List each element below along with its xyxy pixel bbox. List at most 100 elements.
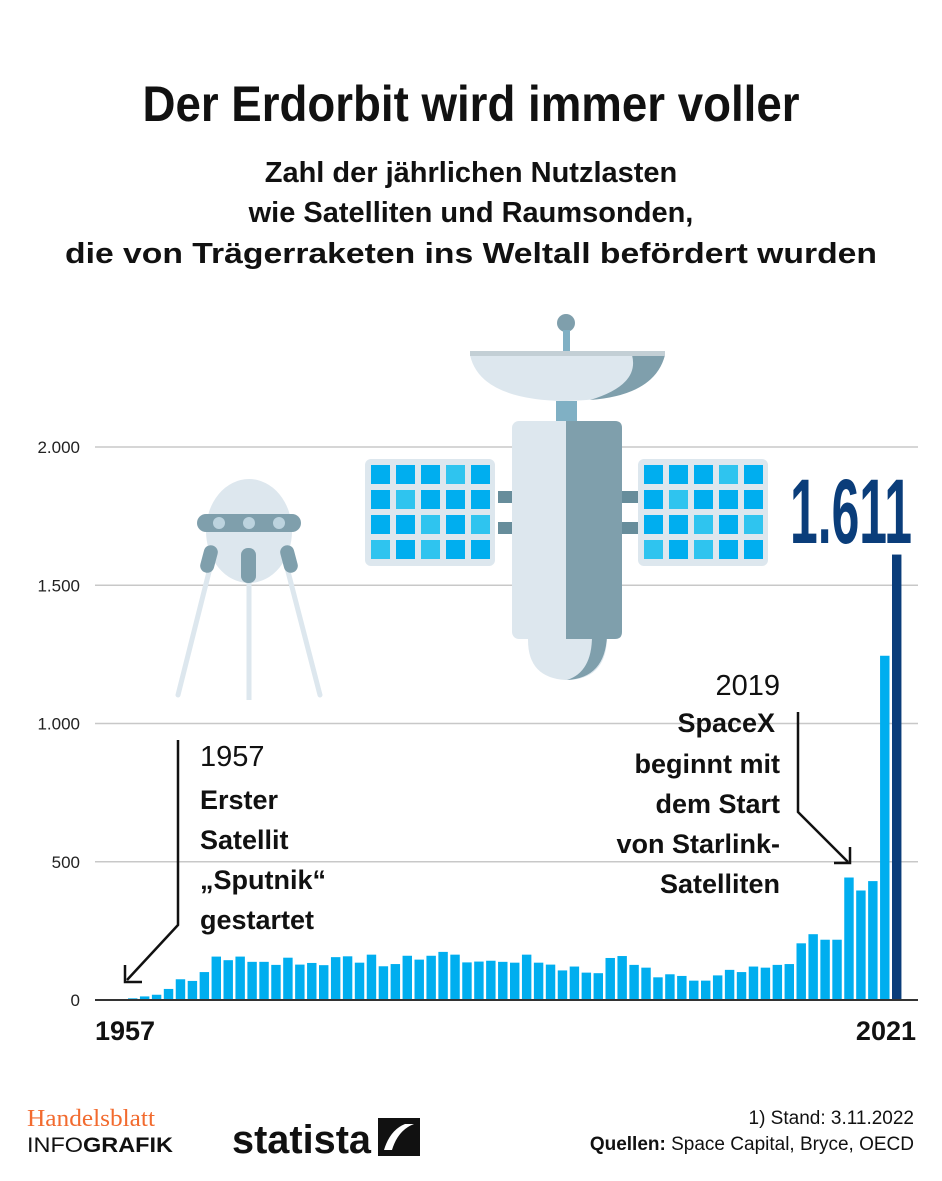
solar-cell: [744, 540, 763, 559]
bar-1967: [247, 961, 257, 1000]
annotation-line: SpaceX: [677, 708, 775, 738]
bar-2020: [880, 655, 890, 1000]
solar-cell: [371, 515, 390, 534]
x-tick-label-end: 2021: [856, 1016, 916, 1046]
bar-1988: [498, 961, 508, 1000]
solar-cell: [446, 465, 465, 484]
bar-2014: [808, 934, 818, 1000]
infografik-label: INFO GRAFIK: [27, 1134, 173, 1157]
solar-cell: [471, 490, 490, 509]
bar-2005: [701, 980, 711, 1000]
bar-1981: [414, 959, 424, 1000]
bar-2002: [665, 974, 675, 1000]
x-tick-label-start: 1957: [95, 1016, 155, 1046]
handelsblatt-logo: Handelsblatt INFO GRAFIK: [27, 1106, 173, 1157]
subtitle-line-1: Zahl der jährlichen Nutzlasten: [265, 157, 678, 189]
statista-logo: statista: [232, 1118, 420, 1162]
sputnik-illustration-icon: [175, 479, 323, 700]
solar-cell: [744, 515, 763, 534]
bar-1975: [342, 956, 353, 1000]
solar-cell: [421, 515, 440, 534]
bar-1999: [629, 964, 639, 1000]
subtitle-line-2: wie Satelliten und Raumsonden,: [248, 197, 694, 229]
y-axis-ticks: 0 500 1.000 1.500 2.000: [37, 438, 80, 1010]
solar-cell: [644, 540, 663, 559]
bar-1972: [307, 962, 317, 1000]
annotation-year: 1957: [200, 741, 265, 773]
highlight-value-label: 1.611: [790, 461, 912, 563]
bar-1991: [533, 962, 544, 1000]
solar-cell: [669, 490, 688, 509]
bar-1993: [557, 970, 568, 1000]
bar-1960: [163, 988, 174, 1000]
solar-cell: [396, 490, 415, 509]
annotation-line: „Sputnik“: [200, 865, 326, 895]
solar-cell: [446, 540, 465, 559]
solar-cell: [694, 515, 713, 534]
bar-2006: [712, 975, 723, 1000]
bar-1986: [474, 961, 484, 1000]
solar-cell: [669, 465, 688, 484]
infografik-light: INFO: [27, 1134, 83, 1157]
solar-cell: [396, 540, 415, 559]
sources-list: Space Capital, Bryce, OECD: [666, 1134, 914, 1155]
bar-1985: [462, 962, 472, 1000]
solar-cell: [396, 465, 415, 484]
bar-2007: [724, 969, 735, 1000]
bar-2004: [689, 980, 699, 1000]
bar-1997: [605, 957, 615, 1000]
bar-1969: [271, 964, 281, 1000]
bar-2000: [641, 967, 651, 1000]
sources-label: Quellen:: [590, 1134, 666, 1155]
bar-1996: [593, 973, 603, 1000]
solar-cell: [371, 540, 390, 559]
bar-2018: [856, 890, 866, 1000]
annotation-sputnik: 1957 Erster Satellit „Sputnik“ gestartet: [123, 740, 326, 984]
solar-cell: [694, 490, 713, 509]
solar-cell: [744, 465, 763, 484]
bar-1983: [438, 951, 448, 1000]
bar-1977: [366, 954, 377, 1000]
bar-1959: [151, 994, 162, 1000]
annotation-line: Satelliten: [660, 869, 780, 899]
bar-1992: [545, 964, 556, 1000]
bar-1963: [199, 972, 210, 1000]
bar-2013: [796, 943, 806, 1000]
solar-cell: [446, 490, 465, 509]
solar-cell: [694, 465, 713, 484]
bar-1989: [510, 962, 520, 1000]
annotation-line: Erster: [200, 785, 279, 815]
bar-1962: [187, 980, 198, 1000]
solar-cell: [644, 465, 663, 484]
solar-cell: [744, 490, 763, 509]
bar-1958: [139, 996, 150, 1000]
bar-1980: [402, 955, 412, 1000]
solar-cell: [719, 490, 738, 509]
bar-1965: [223, 960, 233, 1000]
solar-cell: [644, 515, 663, 534]
bar-2011: [772, 964, 783, 1000]
solar-cell: [669, 540, 688, 559]
page-title: Der Erdorbit wird immer voller: [143, 76, 800, 132]
annotation-arrow: [126, 740, 180, 981]
bar-1978: [378, 966, 389, 1000]
solar-cell: [694, 540, 713, 559]
arrowhead-icon: [834, 847, 852, 865]
bar-1998: [617, 956, 627, 1000]
solar-cell: [719, 540, 738, 559]
bar-1990: [521, 954, 532, 1000]
y-tick-label: 1.000: [37, 715, 80, 734]
bar-2008: [736, 972, 747, 1000]
bar-2010: [760, 967, 771, 1000]
bar-2017: [844, 877, 854, 1000]
solar-cell: [719, 515, 738, 534]
bar-2015: [820, 939, 830, 1000]
bar-1971: [295, 964, 305, 1000]
solar-cell: [644, 490, 663, 509]
note-text: 1) Stand: 3.11.2022: [749, 1108, 915, 1129]
bar-2016: [832, 939, 842, 1000]
annotation-line: Satellit: [200, 825, 289, 855]
bar-1966: [235, 956, 245, 1000]
bar-1995: [581, 972, 592, 1000]
